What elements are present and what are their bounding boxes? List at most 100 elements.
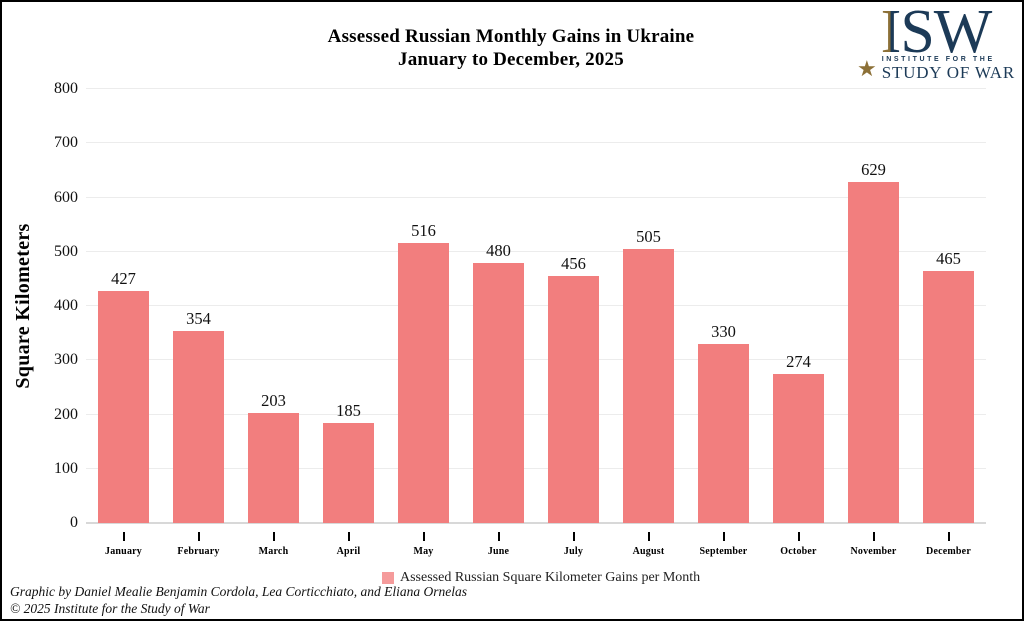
chart-title: Assessed Russian Monthly Gains in Ukrain…	[86, 25, 936, 71]
x-tick-label-august: August	[632, 546, 665, 557]
y-tick-label-600: 600	[54, 188, 78, 206]
x-tick-label-june: June	[487, 546, 510, 557]
bar-june	[473, 262, 524, 523]
x-tick-label-february: February	[177, 546, 220, 557]
bar-value-july: 456	[561, 253, 586, 273]
bar-may	[398, 243, 449, 523]
x-tick-mark-march	[272, 532, 275, 541]
bar-column-august: 505	[611, 89, 686, 523]
bar-value-october: 274	[786, 352, 811, 372]
isw-logo: ISW ★ INSTITUTE FOR THE STUDY OF WAR	[854, 2, 1018, 81]
x-axis-category-april: April	[311, 523, 386, 557]
bar-column-may: 516	[386, 89, 461, 523]
x-tick-mark-july	[572, 532, 575, 541]
x-tick-mark-october	[797, 532, 800, 541]
bar-september	[698, 344, 749, 523]
bar-july	[548, 275, 599, 523]
x-tick-mark-december	[947, 532, 950, 541]
x-tick-label-april: April	[336, 546, 361, 557]
x-axis-category-december: December	[911, 523, 986, 557]
bar-column-march: 203	[236, 89, 311, 523]
plot-area: 0 100 200 300 400 500 600 700 800 427 354 203 185 516…	[54, 80, 986, 531]
bar-column-july: 456	[536, 89, 611, 523]
x-tick-label-october: October	[780, 546, 817, 557]
x-tick-mark-may	[422, 532, 425, 541]
bar-value-january: 427	[111, 269, 136, 289]
bar-column-february: 354	[161, 89, 236, 523]
gridline-800	[86, 88, 986, 89]
x-tick-label-september: September	[699, 546, 748, 557]
bar-column-december: 465	[911, 89, 986, 523]
x-axis-category-may: May	[386, 523, 461, 557]
x-tick-label-july: July	[563, 546, 584, 557]
gridline-300	[86, 359, 986, 361]
chart-title-line1: Assessed Russian Monthly Gains in Ukrain…	[327, 26, 695, 47]
footer: Graphic by Daniel Mealie Benjamin Cordol…	[10, 584, 467, 617]
footer-credit: Graphic by Daniel Mealie Benjamin Cordol…	[10, 584, 467, 599]
isw-logo-letters-sw: SW	[900, 0, 992, 66]
bar-value-may: 516	[411, 221, 436, 241]
x-axis-category-july: July	[536, 523, 611, 557]
x-axis-category-september: September	[686, 523, 761, 557]
bar-november	[848, 181, 899, 523]
bar-april	[323, 422, 374, 523]
y-tick-label-500: 500	[54, 242, 78, 260]
isw-logo-institute-line: INSTITUTE FOR THE	[881, 56, 995, 63]
bar-column-june: 480	[461, 89, 536, 523]
bar-value-april: 185	[336, 400, 361, 420]
x-tick-label-december: December	[926, 546, 971, 557]
isw-logo-wordmark: ★ INSTITUTE FOR THE STUDY OF WAR	[857, 56, 1015, 81]
bar-december	[923, 270, 974, 523]
gridline-400	[86, 305, 986, 306]
y-tick-label-0: 0	[70, 514, 78, 531]
y-tick-label-800: 800	[54, 80, 78, 97]
footer-copyright: © 2025 Institute for the Study of War	[10, 600, 210, 616]
x-tick-mark-november	[872, 532, 875, 541]
x-tick-mark-january	[122, 532, 125, 541]
gridline-600	[86, 196, 986, 198]
gridline-700	[86, 142, 986, 144]
x-axis-category-october: October	[761, 523, 836, 557]
x-tick-label-january: January	[105, 546, 142, 557]
bar-value-november: 629	[861, 159, 886, 179]
legend-swatch	[382, 572, 394, 584]
bar-column-april: 185	[311, 89, 386, 523]
x-tick-label-november: November	[850, 546, 897, 557]
bar-value-february: 354	[186, 309, 211, 328]
x-axis-category-march: March	[236, 523, 311, 557]
x-axis-category-november: November	[836, 523, 911, 557]
legend-label: Assessed Russian Square Kilometer Gains …	[400, 570, 701, 585]
x-tick-mark-june	[497, 532, 500, 541]
bar-march	[248, 412, 299, 523]
bar-value-june: 480	[486, 240, 511, 260]
bar-column-november: 629	[836, 89, 911, 523]
x-axis-category-june: June	[461, 523, 536, 557]
x-axis-category-february: February	[161, 523, 236, 557]
bar-value-august: 505	[636, 227, 661, 246]
bars-container: 427 354 203 185 516 480 456 505 330 274 629 465	[86, 89, 986, 523]
bar-february	[173, 331, 224, 523]
bar-value-december: 465	[936, 248, 961, 268]
y-tick-label-400: 400	[54, 297, 78, 314]
gridline-500	[86, 250, 986, 252]
bar-column-september: 330	[686, 89, 761, 523]
x-tick-mark-february	[197, 532, 200, 541]
x-tick-mark-september	[722, 532, 725, 541]
x-tick-label-may: May	[413, 546, 434, 557]
isw-logo-text: INSTITUTE FOR THE STUDY OF WAR	[882, 56, 1015, 81]
isw-logo-acronym: ISW	[881, 2, 993, 63]
bar-value-march: 203	[261, 390, 286, 410]
x-tick-mark-august	[647, 532, 650, 541]
bar-column-january: 427	[86, 89, 161, 523]
bar-october	[773, 374, 824, 523]
y-tick-label-700: 700	[54, 134, 78, 152]
bar-august	[623, 249, 674, 523]
bar-value-september: 330	[711, 322, 736, 341]
gridline-100	[86, 467, 986, 469]
bar-column-october: 274	[761, 89, 836, 523]
y-tick-label-100: 100	[54, 459, 78, 477]
x-axis-baseline	[86, 522, 986, 524]
isw-logo-study-of-war-line: STUDY OF WAR	[881, 63, 1016, 82]
x-axis: January February March April May June July Augu…	[86, 523, 986, 557]
